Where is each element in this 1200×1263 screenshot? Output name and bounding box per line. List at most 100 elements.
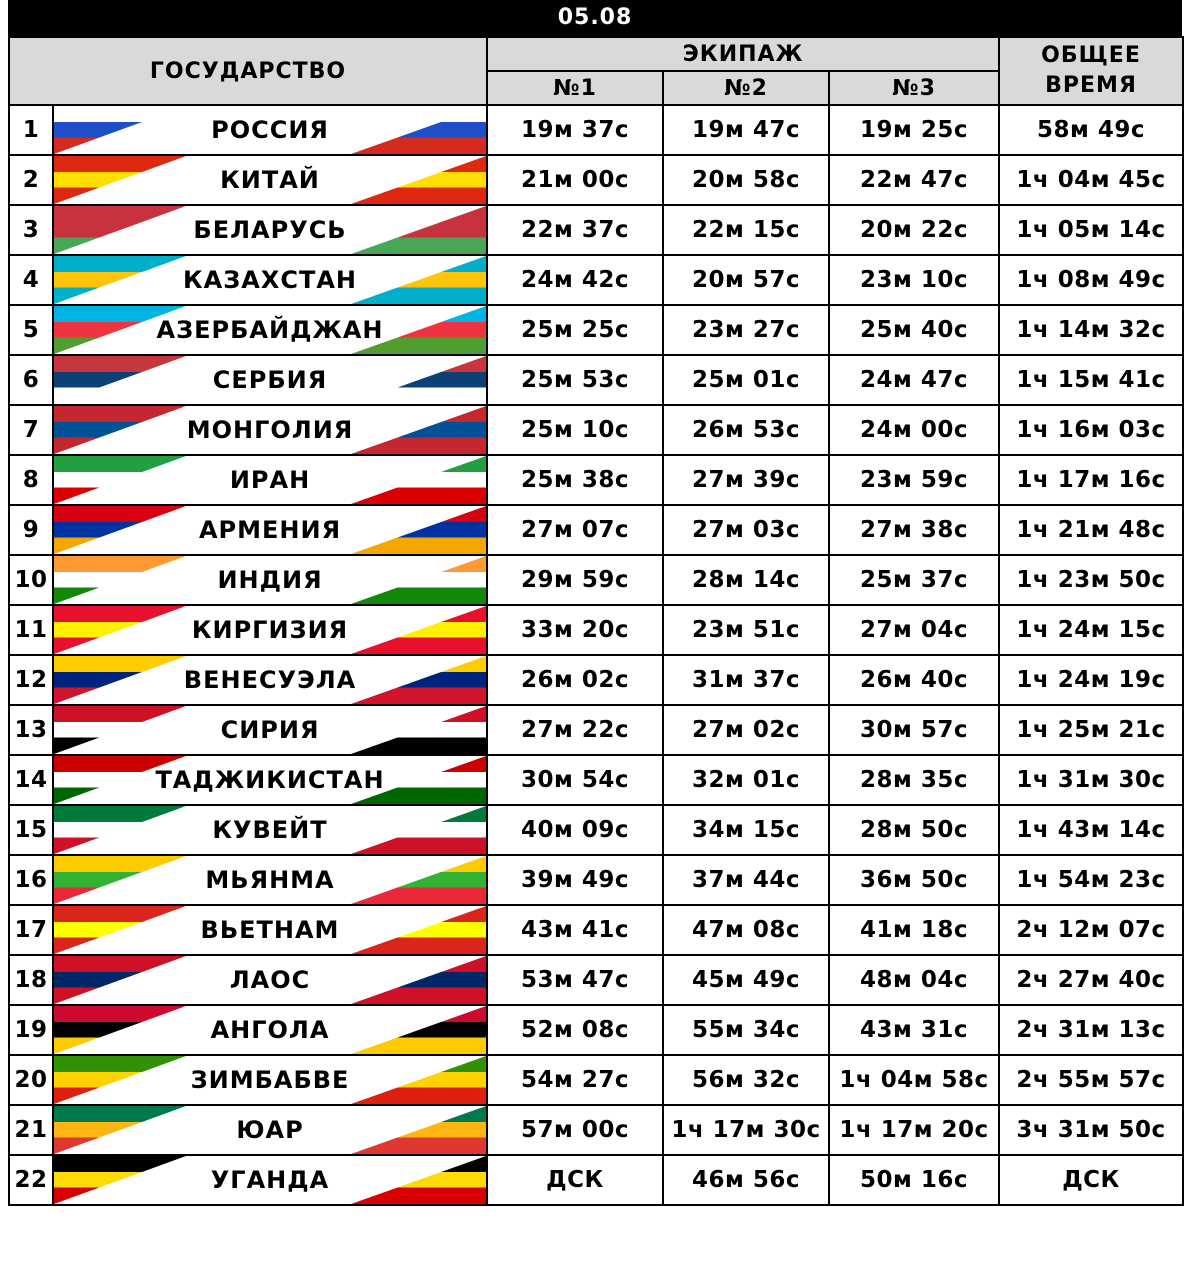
crew2-time: 28м 14с xyxy=(662,554,831,606)
crew3-time: 22м 47с xyxy=(828,154,1001,206)
crew2-time: 37м 44с xyxy=(662,854,831,906)
crew2-time: 23м 27с xyxy=(662,304,831,356)
flag-right-icon xyxy=(351,1007,486,1053)
total-time: 2ч 55м 57с xyxy=(998,1054,1185,1106)
rank-cell: 10 xyxy=(8,554,54,606)
country-cell: УГАНДА xyxy=(51,1154,489,1206)
country-cell: ТАДЖИКИСТАН xyxy=(51,754,489,806)
flag-left-icon xyxy=(55,607,186,653)
table-row: 9 АРМЕНИЯ 27м 07с 27м 03с 27м 38с 1ч 21м 48с xyxy=(8,504,1185,556)
country-cell: ЛАОС xyxy=(51,954,489,1006)
crew3-time: 23м 10с xyxy=(828,254,1001,306)
crew1-time: 25м 10с xyxy=(486,404,665,456)
country-name: ИРАН xyxy=(229,466,311,494)
crew1-time: 53м 47с xyxy=(486,954,665,1006)
country-name: КИТАЙ xyxy=(220,166,320,194)
flag-left-icon xyxy=(55,357,186,403)
country-name: ВЬЕТНАМ xyxy=(200,916,340,944)
table-row: 18 ЛАОС 53м 47с 45м 49с 48м 04с 2ч 27м 40с xyxy=(8,954,1185,1006)
crew1-time: 25м 53с xyxy=(486,354,665,406)
rank-cell: 5 xyxy=(8,304,54,356)
table-row: 20 ЗИМБАБВЕ 54м 27с 56м 32с 1ч 04м 58с 2ч 55м… xyxy=(8,1054,1185,1106)
crew1-time: 52м 08с xyxy=(486,1004,665,1056)
country-name: БЕЛАРУСЬ xyxy=(193,216,347,244)
country-name: РОССИЯ xyxy=(211,116,329,144)
crew1-time: 39м 49с xyxy=(486,854,665,906)
total-time: 1ч 43м 14с xyxy=(998,804,1185,856)
crew2-time: 22м 15с xyxy=(662,204,831,256)
crew1-time: 54м 27с xyxy=(486,1054,665,1106)
crew2-time: 27м 02с xyxy=(662,704,831,756)
country-name: ТАДЖИКИСТАН xyxy=(155,766,385,794)
flag-right-icon xyxy=(351,157,486,203)
country-cell: ЮАР xyxy=(51,1104,489,1156)
table-row: 7 МОНГОЛИЯ 25м 10с 26м 53с 24м 00с 1ч 16м 03с xyxy=(8,404,1185,456)
total-time: 1ч 54м 23с xyxy=(998,854,1185,906)
country-cell: ИНДИЯ xyxy=(51,554,489,606)
flag-left-icon xyxy=(55,907,186,953)
crew3-time: 43м 31с xyxy=(828,1004,1001,1056)
crew1-time: 24м 42с xyxy=(486,254,665,306)
country-name: КУВЕЙТ xyxy=(212,816,328,844)
crew3-time: 28м 35с xyxy=(828,754,1001,806)
crew1-time: 25м 25с xyxy=(486,304,665,356)
flag-left-icon xyxy=(55,1057,186,1103)
table-row: 6 СЕРБИЯ 25м 53с 25м 01с 24м 47с 1ч 15м 41с xyxy=(8,354,1185,406)
flag-left-icon xyxy=(55,257,186,303)
total-time: 3ч 31м 50с xyxy=(998,1104,1185,1156)
rank-cell: 15 xyxy=(8,804,54,856)
rank-cell: 19 xyxy=(8,1004,54,1056)
crew3-time: 1ч 17м 20с xyxy=(828,1104,1001,1156)
crew1-time: 22м 37с xyxy=(486,204,665,256)
table-row: 15 КУВЕЙТ 40м 09с 34м 15с 28м 50с 1ч 43м 14с xyxy=(8,804,1185,856)
crew1-time: 27м 07с xyxy=(486,504,665,556)
rank-cell: 6 xyxy=(8,354,54,406)
crew1-time: 40м 09с xyxy=(486,804,665,856)
total-time: 1ч 21м 48с xyxy=(998,504,1185,556)
flag-right-icon xyxy=(351,707,486,753)
total-time: 1ч 14м 32с xyxy=(998,304,1185,356)
flag-right-icon xyxy=(351,457,486,503)
crew3-time: 20м 22с xyxy=(828,204,1001,256)
crew3-time: 30м 57с xyxy=(828,704,1001,756)
rank-cell: 7 xyxy=(8,404,54,456)
flag-left-icon xyxy=(55,657,186,703)
flag-right-icon xyxy=(351,607,486,653)
country-cell: МОНГОЛИЯ xyxy=(51,404,489,456)
rank-cell: 16 xyxy=(8,854,54,906)
crew3-time: 19м 25с xyxy=(828,104,1001,156)
table-row: 1 РОССИЯ 19м 37с 19м 47с 19м 25с 58м 49с xyxy=(8,104,1185,156)
country-name: КИРГИЗИЯ xyxy=(191,616,349,644)
crew1-time: 43м 41с xyxy=(486,904,665,956)
country-cell: БЕЛАРУСЬ xyxy=(51,204,489,256)
country-name: АРМЕНИЯ xyxy=(198,516,342,544)
table-row: 12 ВЕНЕСУЭЛА 26м 02с 31м 37с 26м 40с 1ч 24м 1… xyxy=(8,654,1185,706)
country-cell: АЗЕРБАЙДЖАН xyxy=(51,304,489,356)
crew1-time: 19м 37с xyxy=(486,104,665,156)
country-name: ЛАОС xyxy=(229,966,311,994)
country-name: УГАНДА xyxy=(210,1166,330,1194)
table-row: 19 АНГОЛА 52м 08с 55м 34с 43м 31с 2ч 31м 13с xyxy=(8,1004,1185,1056)
country-cell: СИРИЯ xyxy=(51,704,489,756)
flag-left-icon xyxy=(55,1007,186,1053)
crew3-time: 25м 37с xyxy=(828,554,1001,606)
total-time: 2ч 12м 07с xyxy=(998,904,1185,956)
crew3-time: 50м 16с xyxy=(828,1154,1001,1206)
country-name: МОНГОЛИЯ xyxy=(186,416,354,444)
crew2-time: 23м 51с xyxy=(662,604,831,656)
crew2-time: 25м 01с xyxy=(662,354,831,406)
country-name: ИНДИЯ xyxy=(217,566,323,594)
table-row: 5 АЗЕРБАЙДЖАН 25м 25с 23м 27с 25м 40с 1ч 14м … xyxy=(8,304,1185,356)
country-name: ВЕНЕСУЭЛА xyxy=(183,666,357,694)
crew1-time: 26м 02с xyxy=(486,654,665,706)
country-name: АЗЕРБАЙДЖАН xyxy=(156,316,384,344)
table-row: 2 КИТАЙ 21м 00с 20м 58с 22м 47с 1ч 04м 45с xyxy=(8,154,1185,206)
total-time: 1ч 08м 49с xyxy=(998,254,1185,306)
flag-right-icon xyxy=(351,957,486,1003)
rank-cell: 2 xyxy=(8,154,54,206)
table-row: 14 ТАДЖИКИСТАН 30м 54с 32м 01с 28м 35с 1ч 31м… xyxy=(8,754,1185,806)
crew3-time: 1ч 04м 58с xyxy=(828,1054,1001,1106)
country-cell: СЕРБИЯ xyxy=(51,354,489,406)
total-time: 1ч 04м 45с xyxy=(998,154,1185,206)
flag-right-icon xyxy=(351,357,486,403)
